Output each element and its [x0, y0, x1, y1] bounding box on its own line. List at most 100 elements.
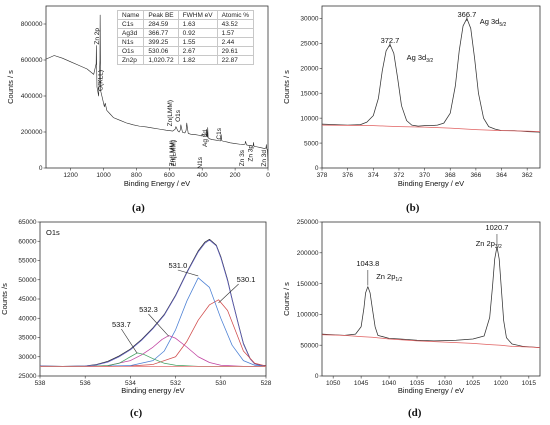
table-header-cell: Name [116, 10, 145, 20]
peak-arrow [148, 313, 170, 337]
peak-name-label: Zn 2p1/2 [376, 272, 402, 283]
table-cell: Ag3d [116, 28, 145, 38]
peak-label: Zn 3d [261, 150, 268, 167]
y-tick-label: 15000 [300, 90, 318, 97]
table-cell: 1.57 [216, 28, 255, 38]
peak-label: Zn 2p [94, 28, 101, 45]
x-tick-label: 528 [261, 380, 272, 387]
y-tick-label: 30000 [18, 354, 36, 361]
peak-label: Zn(LMM) [169, 140, 176, 166]
y-tick-label: 800000 [21, 21, 43, 28]
y-axis-label: Counts /s [0, 283, 9, 315]
y-tick-label: 150000 [297, 281, 319, 288]
y-tick-label: 600000 [21, 57, 43, 64]
y-tick-label: 65000 [18, 219, 36, 226]
table-header-cell: Peak BE [143, 10, 179, 20]
x-tick-label: 1025 [466, 380, 481, 387]
y-tick-label: 35000 [18, 335, 36, 342]
table-header-row: Name Peak BE FWHM eV Atomic % [116, 10, 255, 20]
peak-arrow [177, 269, 199, 277]
x-axis-label: Binding Energy / eV [124, 179, 190, 188]
series-line-c-4 [40, 335, 266, 367]
x-tick-label: 1200 [63, 172, 78, 179]
y-tick-label: 10000 [300, 115, 318, 122]
x-tick-label: 1050 [326, 380, 341, 387]
y-tick-label: 250000 [297, 219, 319, 226]
x-tick-label: 376 [342, 172, 353, 179]
x-tick-label: 370 [419, 172, 430, 179]
peak-position-label: 366.7 [458, 10, 477, 19]
peak-label: O(KLL) [98, 70, 105, 91]
table-cell: 22.87 [216, 55, 255, 65]
y-axis-label: Counts / s [282, 70, 291, 104]
series-line-c-3 [40, 277, 267, 367]
table-cell: C1s [116, 19, 145, 29]
peak-label: Ag 3d [202, 130, 209, 147]
x-tick-label: 536 [80, 380, 91, 387]
table-cell: O1s [116, 46, 145, 56]
y-tick-label: 20000 [300, 66, 318, 73]
peak-name-label: Ag 3d5/2 [480, 17, 507, 28]
peak-name-label: Zn 2p3/2 [476, 239, 502, 250]
peak-position-label: 530.1 [237, 275, 256, 284]
table-cell: 2.44 [216, 37, 255, 47]
x-tick-label: 800 [131, 172, 142, 179]
table-cell: 2.67 [177, 46, 218, 56]
x-tick-label: 1035 [410, 380, 425, 387]
x-tick-label: 1015 [522, 380, 537, 387]
x-tick-label: 366 [470, 172, 481, 179]
peak-label: C1s [216, 127, 223, 139]
plot-frame-a [45, 5, 269, 169]
y-tick-label: 0 [39, 165, 43, 172]
x-tick-label: 1030 [438, 380, 453, 387]
series-line-d-0 [321, 246, 541, 349]
peak-position-label: 1020.7 [485, 223, 508, 232]
x-tick-label: 534 [125, 380, 136, 387]
peak-position-label: 372.7 [381, 36, 400, 45]
table-cell: 399.25 [143, 37, 179, 47]
series-line-d-1 [321, 334, 541, 349]
table-row: Ag3d 366.77 0.92 1.57 [116, 28, 255, 38]
y-axis-label: Counts / s [6, 70, 15, 104]
y-tick-label: 400000 [21, 93, 43, 100]
panel-label-a: (a) [132, 202, 145, 214]
peak-position-label: 533.7 [112, 320, 131, 329]
x-tick-label: 538 [35, 380, 46, 387]
table-cell: 366.77 [143, 28, 179, 38]
table-cell: 284.59 [143, 19, 179, 29]
x-tick-label: 600 [164, 172, 175, 179]
y-tick-label: 25000 [300, 41, 318, 48]
chart-title: O1s [46, 228, 60, 237]
series-line-c-1 [39, 239, 267, 367]
table-cell: 1.82 [177, 55, 218, 65]
plot-frame-d [321, 221, 541, 377]
x-axis-label: Binding Energy / eV [398, 179, 464, 188]
series-line-b-0 [321, 18, 541, 133]
table-cell: 530.06 [143, 46, 179, 56]
y-tick-label: 25000 [18, 373, 36, 380]
peak-arrow [218, 283, 239, 304]
y-tick-label: 30000 [300, 16, 318, 23]
y-tick-label: 100000 [297, 312, 319, 319]
table-cell: 0.92 [177, 28, 218, 38]
table-cell: 1,020.72 [143, 55, 179, 65]
x-tick-label: 1000 [96, 172, 111, 179]
y-tick-label: 45000 [18, 296, 36, 303]
y-tick-label: 50000 [18, 277, 36, 284]
peak-position-label: 532.3 [139, 305, 158, 314]
x-tick-label: 364 [496, 172, 507, 179]
y-tick-label: 0 [315, 373, 319, 380]
y-tick-label: 50000 [300, 342, 318, 349]
panel-label-b: (b) [406, 202, 420, 214]
y-tick-label: 5000 [304, 140, 319, 147]
series-line-a-0 [45, 14, 269, 161]
x-tick-label: 374 [368, 172, 379, 179]
peak-position-label: 1043.8 [356, 259, 379, 268]
y-tick-label: 60000 [18, 238, 36, 245]
table-row: N1s 399.25 1.55 2.44 [116, 37, 255, 47]
x-tick-label: 532 [170, 380, 181, 387]
x-tick-label: 1020 [494, 380, 509, 387]
peak-arrow [121, 328, 138, 354]
table-cell: Zn2p [116, 55, 145, 65]
